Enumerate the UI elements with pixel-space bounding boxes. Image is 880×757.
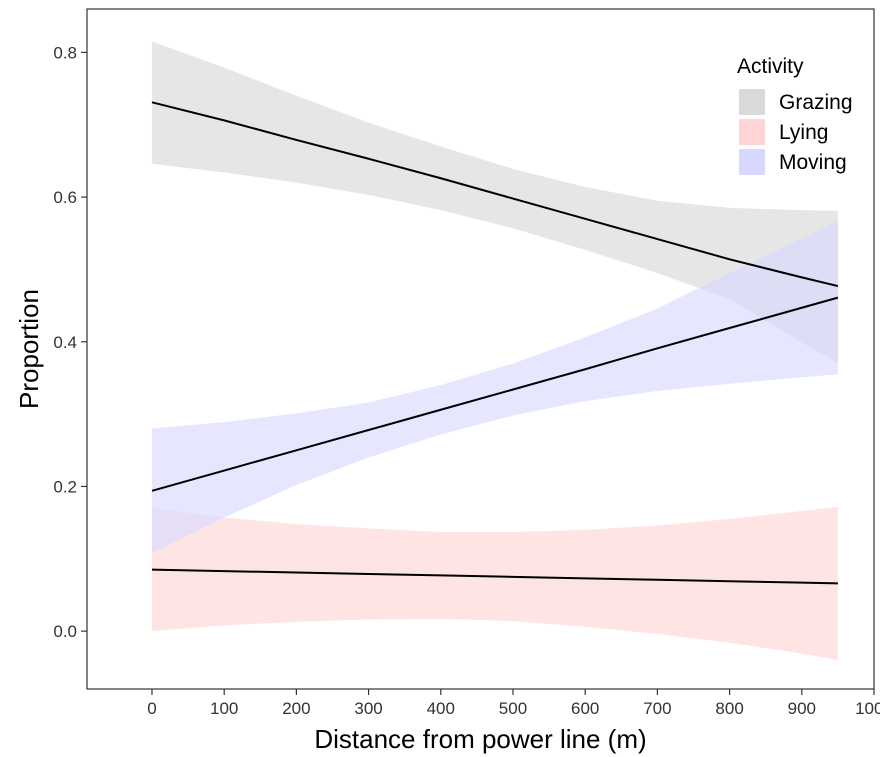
legend-key-lying <box>739 119 765 145</box>
legend-title: Activity <box>737 55 804 78</box>
x-tick-label: 300 <box>354 699 382 718</box>
confidence-bands <box>151 41 838 661</box>
legend-key-moving <box>739 149 765 175</box>
legend-label-moving: Moving <box>779 151 847 174</box>
legend-label-lying: Lying <box>779 121 828 144</box>
y-tick-label: 0.8 <box>53 43 77 62</box>
fit-lines <box>151 101 839 585</box>
legend-key-grazing <box>739 89 765 115</box>
x-tick-label: 500 <box>499 699 527 718</box>
x-tick-label: 0 <box>147 699 156 718</box>
y-axis: 0.0 0.2 0.4 0.6 0.8 <box>53 43 87 641</box>
x-tick-label: 100 <box>210 699 238 718</box>
x-tick-label: 400 <box>427 699 455 718</box>
legend: Activity Grazing Lying Moving <box>737 55 853 175</box>
line-lying <box>151 568 838 585</box>
y-tick-label: 0.6 <box>53 188 77 207</box>
y-tick-label: 0.0 <box>53 622 77 641</box>
y-tick-label: 0.4 <box>53 333 77 352</box>
x-tick-label: 900 <box>788 699 816 718</box>
y-axis-title: Proportion <box>14 289 44 409</box>
x-axis-title: Distance from power line (m) <box>314 724 646 754</box>
x-tick-label: 800 <box>715 699 743 718</box>
x-tick-label: 700 <box>643 699 671 718</box>
band-moving <box>151 220 838 553</box>
line-grazing <box>151 101 839 288</box>
legend-label-grazing: Grazing <box>779 91 853 114</box>
y-tick-label: 0.2 <box>53 477 77 496</box>
band-lying <box>151 506 838 661</box>
x-tick-label: 600 <box>571 699 599 718</box>
plot-panel-border <box>86 8 875 690</box>
line-moving <box>151 296 839 492</box>
band-grazing <box>151 41 838 363</box>
x-tick-label: 200 <box>282 699 310 718</box>
